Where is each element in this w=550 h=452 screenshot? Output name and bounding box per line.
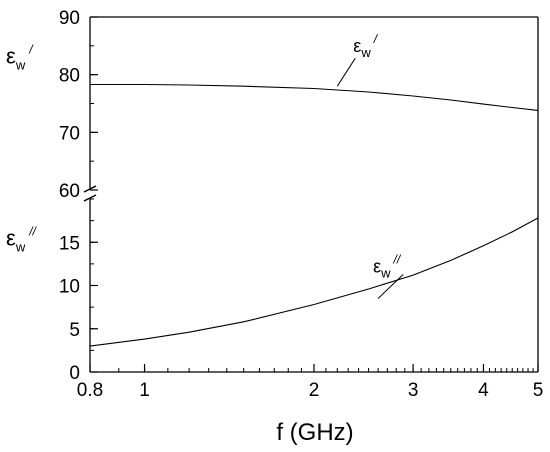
axis-break-mark (83, 194, 97, 202)
y-tick-label: 80 (59, 66, 80, 87)
y-tick-label: 90 (59, 8, 80, 29)
annotation-upper: εw/ (353, 32, 378, 60)
plot-frame (83, 16, 539, 373)
annotation-lower: εw// (373, 252, 402, 280)
y-tick-label: 60 (59, 181, 80, 202)
ticks-layer (89, 16, 539, 373)
annotation-leader-upper (336, 57, 356, 87)
y-axis-label-lower: εw// (6, 225, 38, 255)
x-tick-label: 3 (408, 380, 419, 401)
x-tick-label: 0.8 (77, 380, 103, 401)
y-tick-label: 5 (69, 320, 80, 341)
x-tick-label: 4 (478, 380, 489, 401)
series-line-upper (90, 83, 539, 111)
x-tick-label: 1 (139, 380, 150, 401)
x-tick-label: 5 (533, 380, 544, 401)
axis-break-mark (83, 185, 97, 193)
series-line-lower (89, 217, 539, 347)
y-tick-label: 10 (59, 277, 80, 298)
y-tick-label: 0 (69, 363, 80, 384)
x-axis-label: f (GHz) (276, 419, 353, 446)
y-tick-label: 70 (59, 123, 80, 144)
annotation-leader-lower (377, 274, 404, 299)
series-layer (89, 83, 539, 347)
labels-layer: 0.8 1 2 3 4 5 60 70 80 90 εw/εw/0 5 10 15 εw// εw// (6, 8, 543, 401)
x-tick-label: 2 (309, 380, 320, 401)
y-axis-label-upper: εw/ (6, 43, 34, 73)
y-tick-label: 15 (59, 233, 80, 254)
